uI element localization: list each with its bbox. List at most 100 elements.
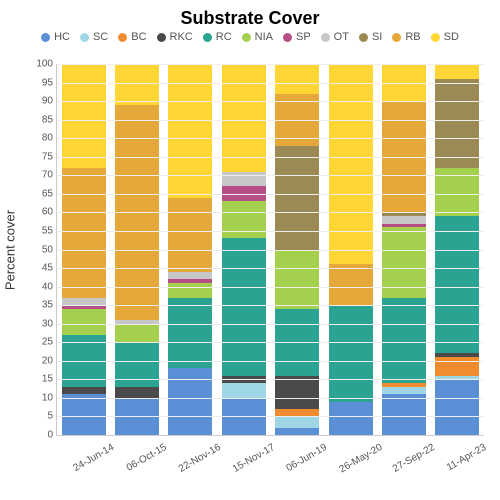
legend-item-rc: RC <box>203 31 232 43</box>
y-tick-label: 95 <box>42 77 57 88</box>
y-axis-label: Percent cover <box>3 210 18 290</box>
bar-segment-rkc <box>115 387 159 398</box>
legend-item-sd: SD <box>431 31 459 43</box>
y-tick-label: 100 <box>36 59 57 70</box>
x-tick-label: 24-Jun-14 <box>67 435 115 474</box>
grid-line <box>57 324 484 325</box>
grid-line <box>57 64 484 65</box>
y-tick-label: 80 <box>42 133 57 144</box>
y-tick-label: 70 <box>42 170 57 181</box>
grid-line <box>57 83 484 84</box>
bar-segment-rkc <box>275 376 319 409</box>
grid-line <box>57 305 484 306</box>
bar-segment-hc <box>62 394 106 435</box>
legend-swatch <box>359 33 368 42</box>
bar-segment-hc <box>168 368 212 435</box>
bar-segment-sd <box>168 64 212 198</box>
grid-line <box>57 120 484 121</box>
bar-segment-rb <box>62 168 106 298</box>
bar-segment-ot <box>222 172 266 187</box>
x-tick-label: 26-May-20 <box>333 435 384 475</box>
legend-item-rkc: RKC <box>157 31 193 43</box>
grid-line <box>57 398 484 399</box>
y-tick-label: 85 <box>42 114 57 125</box>
bar-segment-sc <box>275 416 319 427</box>
legend-swatch <box>80 33 89 42</box>
y-tick-label: 0 <box>47 430 57 441</box>
bar-segment-nia <box>62 309 106 335</box>
legend-swatch <box>157 33 166 42</box>
bar-segment-nia <box>115 324 159 343</box>
y-tick-label: 75 <box>42 151 57 162</box>
bar-segment-sc <box>222 383 266 398</box>
bar-segment-sd <box>275 64 319 94</box>
grid-line <box>57 231 484 232</box>
y-tick-label: 25 <box>42 337 57 348</box>
grid-line <box>57 194 484 195</box>
legend-item-rb: RB <box>392 31 420 43</box>
bar-segment-hc <box>382 394 426 435</box>
grid-line <box>57 250 484 251</box>
plot-area: 0510152025303540455055606570758085909510… <box>56 64 484 436</box>
bar-segment-ot <box>168 272 212 279</box>
bar-segment-nia <box>222 201 266 238</box>
y-tick-label: 20 <box>42 355 57 366</box>
grid-line <box>57 157 484 158</box>
grid-line <box>57 175 484 176</box>
legend-label: SI <box>372 31 382 43</box>
bar-segment-rc <box>435 216 479 353</box>
y-tick-label: 55 <box>42 225 57 236</box>
y-tick-label: 40 <box>42 281 57 292</box>
x-tick-label: 22-Nov-16 <box>173 435 223 475</box>
bar-segment-ot <box>62 298 106 305</box>
grid-line <box>57 268 484 269</box>
legend-swatch <box>41 33 50 42</box>
y-tick-label: 60 <box>42 207 57 218</box>
x-tick-label: 11-Apr-23 <box>441 435 488 473</box>
grid-line <box>57 416 484 417</box>
legend-item-ot: OT <box>321 31 349 43</box>
grid-line <box>57 138 484 139</box>
grid-line <box>57 101 484 102</box>
legend-label: HC <box>54 31 70 43</box>
bar-segment-si <box>435 79 479 168</box>
legend-item-hc: HC <box>41 31 70 43</box>
bar-segment-rc <box>222 238 266 375</box>
bar-segment-sd <box>435 64 479 79</box>
grid-line <box>57 342 484 343</box>
legend-item-nia: NIA <box>242 31 273 43</box>
legend-label: SP <box>296 31 311 43</box>
grid-line <box>57 379 484 380</box>
legend-swatch <box>118 33 127 42</box>
y-tick-label: 90 <box>42 96 57 107</box>
bar-segment-sd <box>329 64 373 264</box>
legend-swatch <box>321 33 330 42</box>
legend-item-sp: SP <box>283 31 311 43</box>
legend-swatch <box>392 33 401 42</box>
legend-label: RC <box>216 31 232 43</box>
x-tick-label: 06-Jun-19 <box>281 435 329 474</box>
bar-segment-rkc <box>62 387 106 394</box>
x-tick-label: 06-Oct-15 <box>121 435 169 474</box>
bar-segment-bc <box>275 409 319 416</box>
bar-segment-rc <box>382 298 426 383</box>
x-tick-label: 27-Sep-22 <box>387 435 437 475</box>
legend-item-sc: SC <box>80 31 108 43</box>
y-tick-label: 30 <box>42 318 57 329</box>
bar-segment-rc <box>168 298 212 368</box>
bar-segment-hc <box>329 402 373 435</box>
chart-title: Substrate Cover <box>0 8 500 29</box>
legend-swatch <box>242 33 251 42</box>
bar-segment-sd <box>62 64 106 168</box>
legend-swatch <box>431 33 440 42</box>
grid-line <box>57 287 484 288</box>
legend-label: BC <box>131 31 146 43</box>
y-tick-label: 5 <box>47 411 57 422</box>
bar-segment-sd <box>222 64 266 172</box>
grid-line <box>57 212 484 213</box>
grid-line <box>57 361 484 362</box>
legend: HC SC BC RKC RC NIA SP OT SI RB SD <box>0 29 500 45</box>
bar-segment-rb <box>168 198 212 272</box>
y-tick-label: 45 <box>42 263 57 274</box>
legend-label: RKC <box>170 31 193 43</box>
